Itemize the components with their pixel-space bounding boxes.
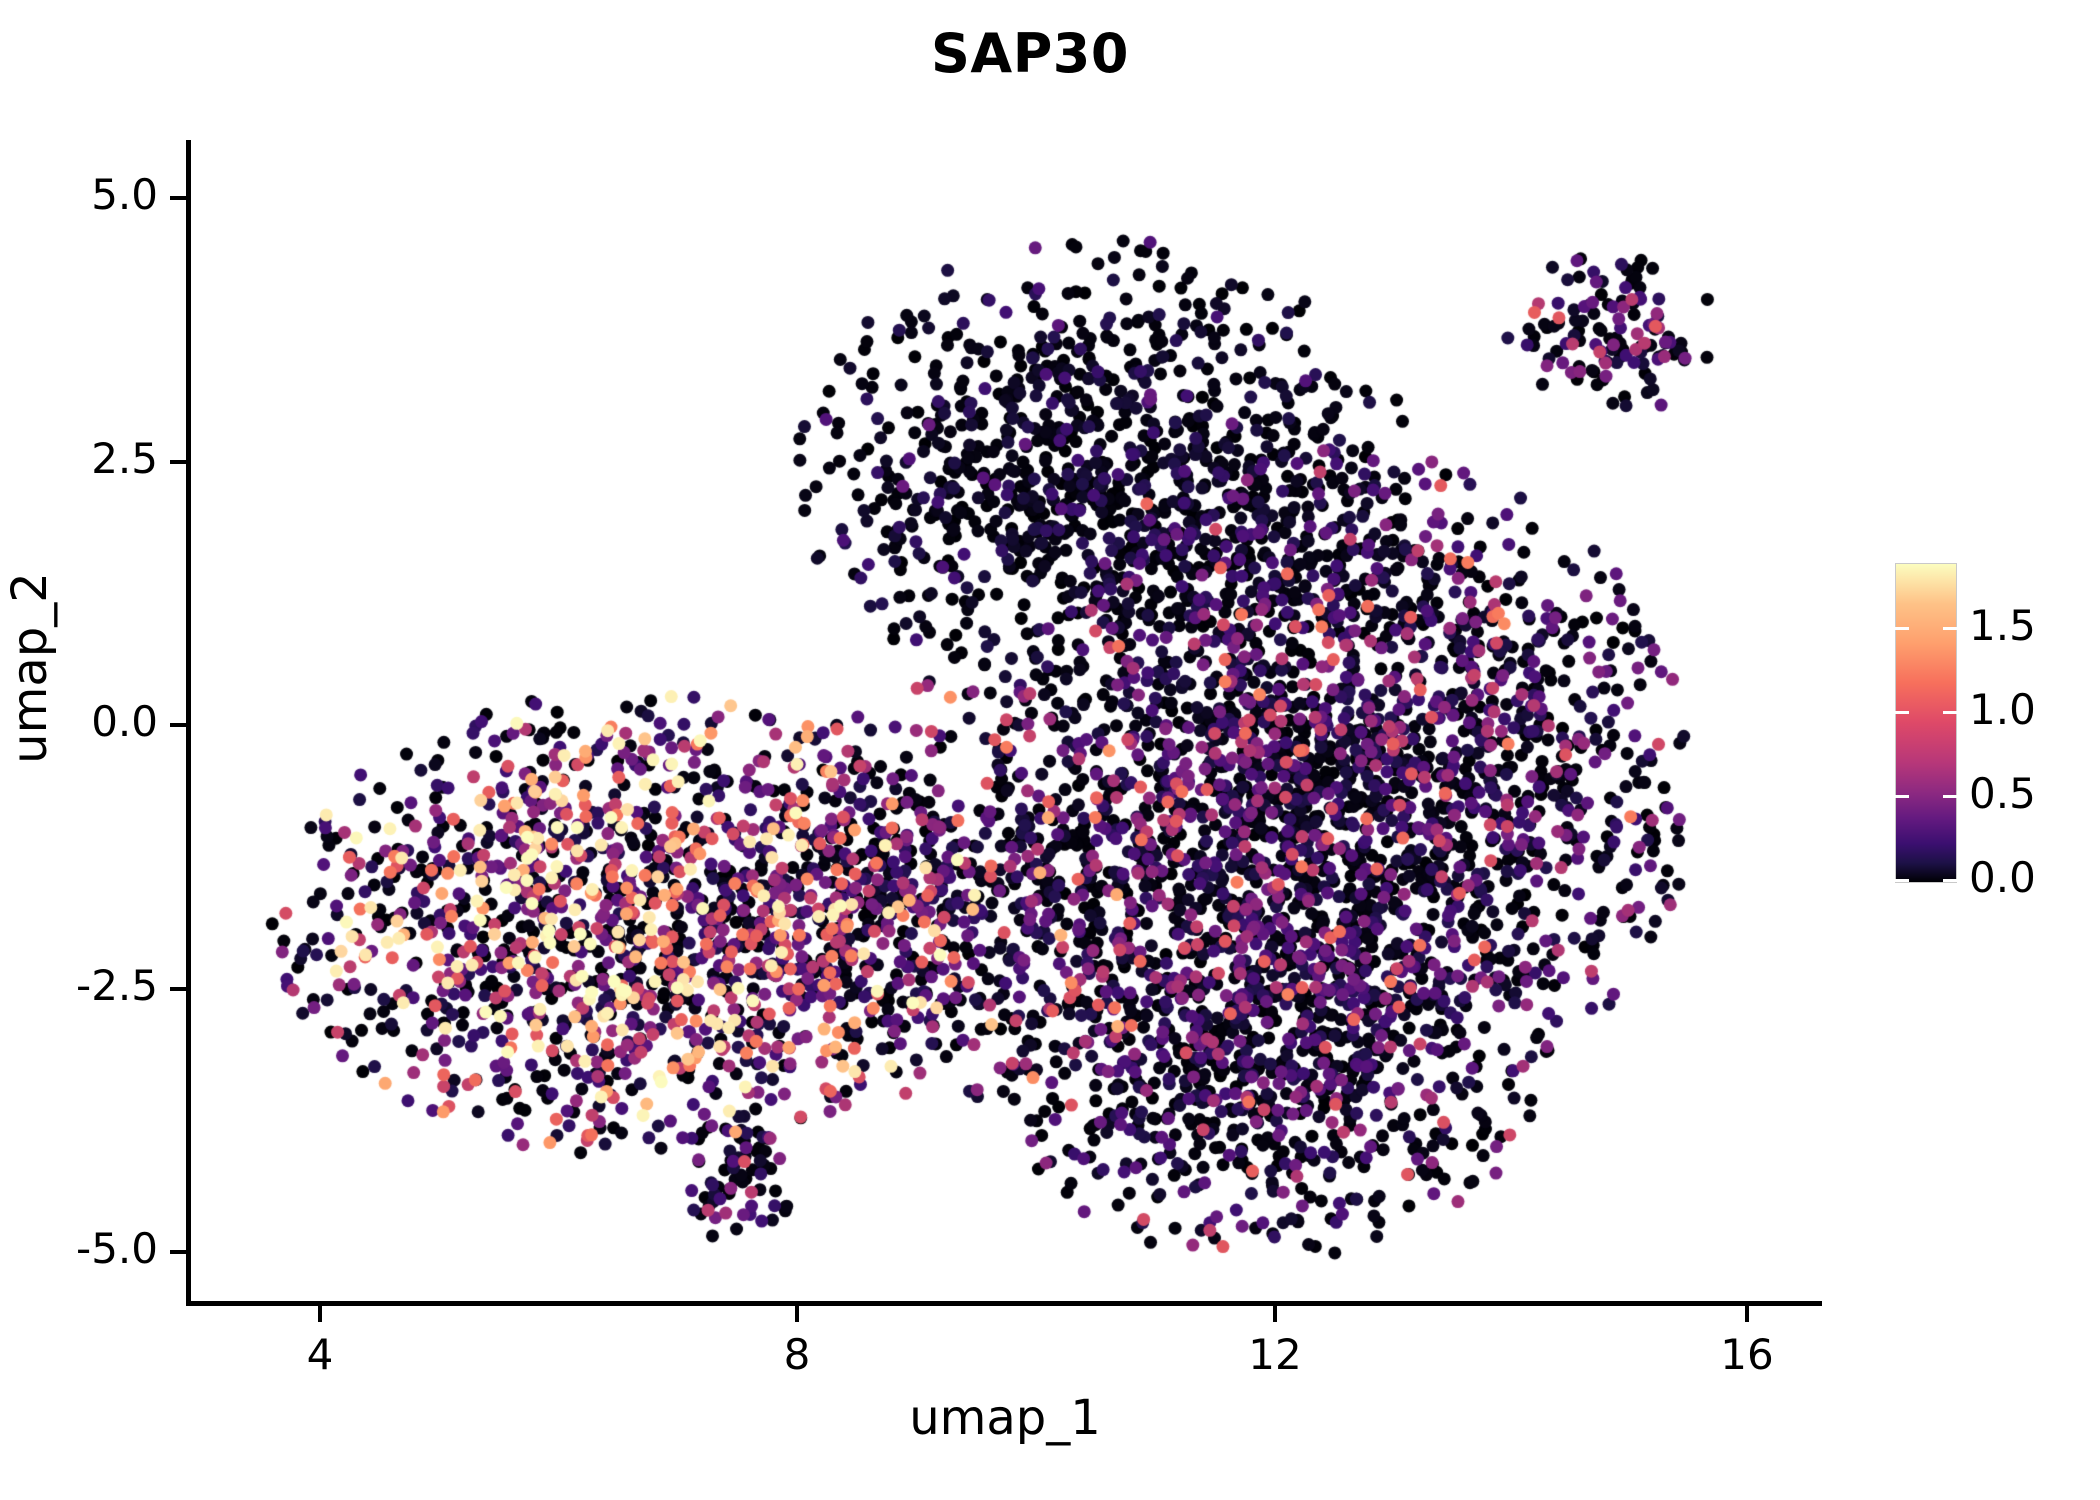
y-tick-label: 5.0 (91, 170, 158, 219)
colorbar-tick-mark (1943, 795, 1957, 798)
scatter-points-canvas (190, 140, 1820, 1303)
x-axis-label: umap_1 (909, 1390, 1101, 1446)
colorbar-tick-label: 0.5 (1969, 769, 2036, 818)
x-tick-label: 4 (306, 1330, 334, 1379)
colorbar-tick-mark (1895, 879, 1909, 882)
colorbar-tick-label: 1.0 (1969, 685, 2036, 734)
colorbar: 1.5 1.0 0.5 0.0 (1895, 563, 2036, 902)
y-tick-mark (170, 1250, 186, 1254)
x-tick-mark (1745, 1306, 1749, 1322)
y-tick-label: -2.5 (76, 961, 158, 1010)
colorbar-tick-mark (1895, 795, 1909, 798)
y-tick-mark (170, 196, 186, 200)
y-tick-label: 2.5 (91, 434, 158, 483)
y-tick-mark (170, 460, 186, 464)
colorbar-tick-label: 0.0 (1969, 853, 2036, 902)
colorbar-tick-mark (1943, 711, 1957, 714)
x-tick-label: 12 (1248, 1330, 1302, 1379)
colorbar-gradient (1895, 563, 1957, 883)
scatter-plot-area (190, 140, 1820, 1303)
x-tick-label: 8 (783, 1330, 811, 1379)
y-tick-label: 0.0 (91, 697, 158, 746)
x-tick-mark (795, 1306, 799, 1322)
y-tick-label: -5.0 (76, 1224, 158, 1273)
x-tick-mark (318, 1306, 322, 1322)
x-tick-label: 16 (1720, 1330, 1774, 1379)
y-tick-mark (170, 723, 186, 727)
colorbar-tick-mark (1943, 879, 1957, 882)
plot-title: SAP30 (931, 22, 1129, 85)
colorbar-tick-mark (1943, 627, 1957, 630)
colorbar-tick-label: 1.5 (1969, 601, 2036, 650)
y-tick-mark (170, 987, 186, 991)
colorbar-tick-mark (1895, 627, 1909, 630)
y-axis-label: umap_2 (2, 572, 58, 764)
x-tick-mark (1273, 1306, 1277, 1322)
x-axis-spine (186, 1301, 1822, 1306)
y-axis-spine (186, 140, 191, 1306)
colorbar-tick-mark (1895, 711, 1909, 714)
